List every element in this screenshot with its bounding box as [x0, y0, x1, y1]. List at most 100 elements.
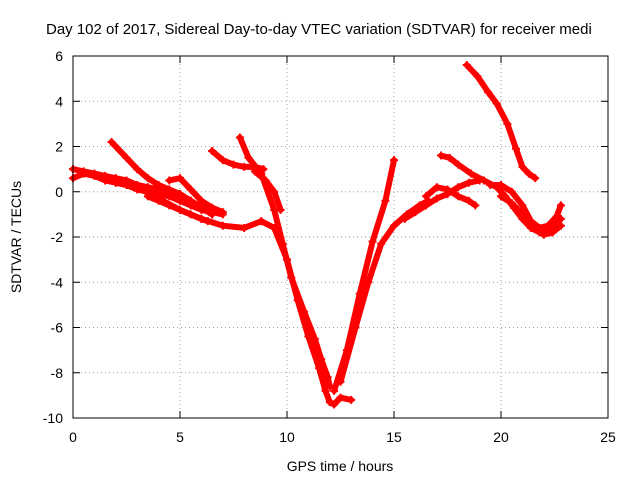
sat-track-8-point [278, 239, 287, 248]
sat-track-11-point [336, 377, 345, 386]
sat-track-15-point [503, 119, 512, 128]
sat-track-4-point [330, 400, 339, 409]
sat-track-10-point [390, 156, 398, 165]
y-tick-label: -10 [43, 410, 63, 426]
sat-track-6-point [186, 185, 195, 194]
sat-track-17-point [548, 228, 557, 237]
y-tick-label: 4 [55, 93, 63, 109]
sat-track-9-line [251, 168, 284, 213]
sat-track-7-point [208, 147, 217, 156]
sat-track-13-point [471, 201, 480, 210]
x-tick-label: 20 [493, 429, 509, 445]
sat-track-3-point [154, 180, 163, 189]
sat-track-3-point [176, 190, 184, 199]
sat-track-12-point [422, 201, 431, 210]
sat-track-15-point [492, 99, 501, 108]
sat-track-9-point [250, 167, 259, 176]
sat-track-17-point [497, 192, 505, 201]
sat-track-16-point [507, 187, 516, 196]
sat-track-12-point [464, 178, 473, 187]
sat-track-5-point [186, 210, 195, 219]
sat-track-5-point [154, 196, 163, 205]
sat-track-5-point [203, 217, 212, 226]
sat-track-13-point [422, 192, 431, 201]
sat-track-15-point [484, 88, 493, 97]
sat-track-9-point [276, 205, 285, 214]
sat-track-16-point [486, 180, 495, 189]
sat-track-13-point [454, 192, 463, 201]
sat-track-15-point [518, 162, 527, 171]
sat-track-4-point [347, 395, 356, 404]
sat-track-3-point [122, 153, 131, 162]
axis-ticks [72, 55, 609, 419]
sat-track-8-point [323, 373, 332, 382]
sat-track-3-point [197, 203, 206, 212]
sat-track-4-point [325, 398, 334, 407]
sat-track-17-point [556, 221, 565, 230]
sat-track-8-point [300, 307, 309, 316]
y-tick-label: -4 [51, 274, 64, 290]
sat-track-3-point [165, 185, 174, 194]
x-tick-label: 5 [176, 429, 184, 445]
sat-track-10-point [368, 237, 377, 246]
sat-track-8-point [310, 334, 319, 343]
sat-track-6-point [218, 208, 227, 217]
sat-track-8-point [244, 153, 253, 162]
sat-track-15-point [531, 174, 540, 183]
sat-track-12-point [454, 183, 463, 192]
sat-track-4-point [133, 183, 142, 192]
sat-track-3-point [143, 174, 152, 183]
sat-track-13-point [443, 185, 452, 194]
x-axis-label: GPS time / hours [287, 458, 394, 474]
sat-track-16-point [552, 212, 561, 221]
x-tick-labels: 0 5 10 15 20 25 [69, 429, 616, 445]
sat-track-7-point [240, 162, 249, 171]
sat-track-4-point [240, 223, 249, 232]
sat-track-14-point [437, 151, 446, 160]
y-tick-label: 0 [55, 184, 63, 200]
sat-track-5-point [176, 205, 184, 214]
sat-track-12-point [400, 214, 409, 223]
sat-track-14-point [454, 160, 463, 169]
sat-track-17-point [529, 221, 538, 230]
sat-track-15-point [511, 144, 520, 153]
y-tick-labels: -10 -8 -6 -4 -2 0 2 4 6 [43, 48, 63, 426]
sat-track-7-point [229, 160, 238, 169]
sat-track-2-point [101, 171, 110, 180]
sat-track-17-point [518, 210, 527, 219]
y-axis-label: SDTVAR / TECUs [8, 181, 24, 293]
sat-track-15-point [473, 72, 482, 81]
y-tick-label: -6 [51, 320, 64, 336]
sat-track-3-point [186, 196, 195, 205]
sat-track-11-point [364, 278, 373, 287]
sat-track-8-point [235, 133, 244, 142]
sat-track-4-point [321, 386, 330, 395]
sat-track-17-point [539, 230, 548, 239]
sat-track-16-point [518, 201, 527, 210]
sat-track-4-point [336, 393, 345, 402]
sat-track-5-point [143, 192, 152, 201]
sat-track-12-point [411, 208, 420, 217]
sat-track-11-point [377, 239, 386, 248]
sat-track-5-point [197, 214, 206, 223]
sat-track-4-point [218, 221, 227, 230]
sat-track-14-point [467, 169, 476, 178]
y-tick-label: -8 [51, 365, 64, 381]
sat-track-3-point [133, 165, 142, 174]
sat-track-6-point [208, 203, 217, 212]
sat-track-3-line [108, 139, 216, 218]
sat-track-2-point [79, 167, 88, 176]
x-tick-label: 10 [279, 429, 295, 445]
sat-track-3-point [107, 137, 116, 146]
sat-track-8-point [317, 355, 326, 364]
sat-track-8-point [287, 273, 296, 282]
series-layer [69, 61, 565, 409]
sat-track-14-point [445, 153, 454, 162]
sat-track-16-point [544, 221, 553, 230]
x-tick-label: 25 [600, 429, 616, 445]
sat-track-3-point [208, 210, 217, 219]
y-tick-label: -2 [51, 229, 64, 245]
sat-track-4-point [257, 217, 266, 226]
